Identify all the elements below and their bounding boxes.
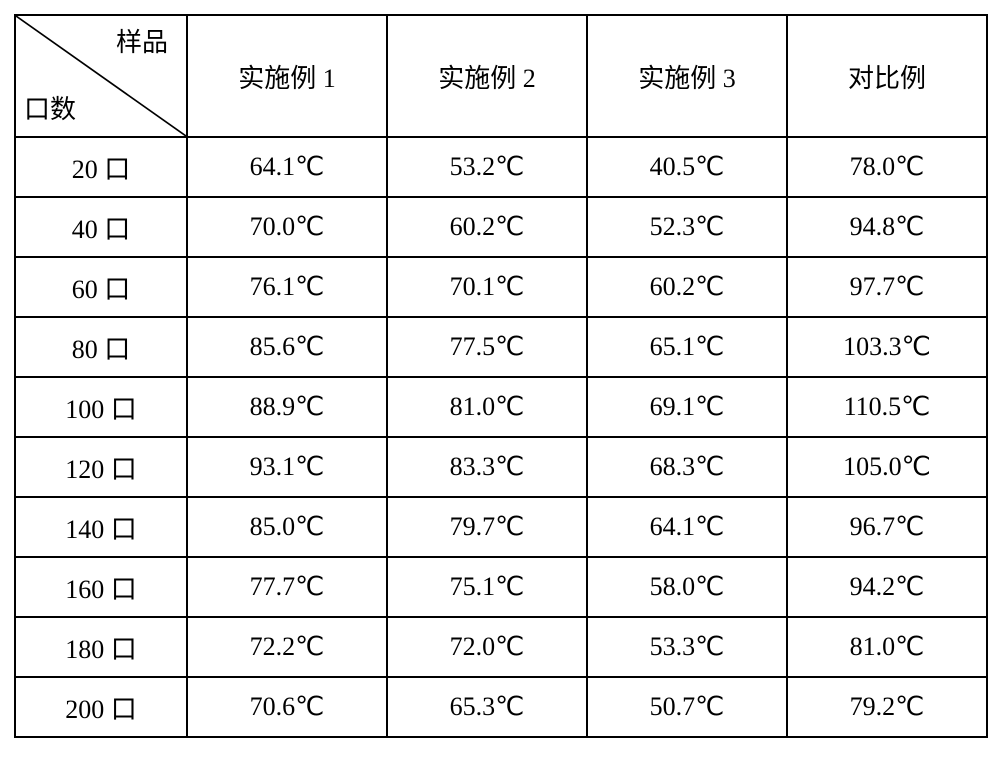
table-cell: 97.7℃	[787, 257, 987, 317]
table-cell: 83.3℃	[387, 437, 587, 497]
column-header: 对比例	[787, 15, 987, 137]
table-cell: 53.2℃	[387, 137, 587, 197]
table-cell: 88.9℃	[187, 377, 387, 437]
column-header: 实施例 3	[587, 15, 787, 137]
row-label: 40 口	[15, 197, 187, 257]
table-cell: 64.1℃	[187, 137, 387, 197]
diag-header-top: 样品	[116, 22, 168, 59]
table-cell: 70.6℃	[187, 677, 387, 737]
table-cell: 79.2℃	[787, 677, 987, 737]
row-label: 140 口	[15, 497, 187, 557]
table-cell: 68.3℃	[587, 437, 787, 497]
table-cell: 94.2℃	[787, 557, 987, 617]
data-table: 样品 口数 实施例 1 实施例 2 实施例 3 对比例 20 口 64.1℃ 5…	[14, 14, 988, 738]
table-cell: 77.5℃	[387, 317, 587, 377]
row-label: 80 口	[15, 317, 187, 377]
table-cell: 75.1℃	[387, 557, 587, 617]
table-cell: 77.7℃	[187, 557, 387, 617]
row-label: 100 口	[15, 377, 187, 437]
table-cell: 53.3℃	[587, 617, 787, 677]
table-cell: 96.7℃	[787, 497, 987, 557]
column-header: 实施例 2	[387, 15, 587, 137]
table-cell: 72.2℃	[187, 617, 387, 677]
row-label: 180 口	[15, 617, 187, 677]
row-label: 20 口	[15, 137, 187, 197]
table-row: 100 口 88.9℃ 81.0℃ 69.1℃ 110.5℃	[15, 377, 987, 437]
table-cell: 64.1℃	[587, 497, 787, 557]
table-cell: 105.0℃	[787, 437, 987, 497]
diag-header-bottom: 口数	[24, 89, 76, 126]
table-cell: 76.1℃	[187, 257, 387, 317]
table-cell: 70.1℃	[387, 257, 587, 317]
table-cell: 58.0℃	[587, 557, 787, 617]
table-cell: 81.0℃	[787, 617, 987, 677]
table-row: 200 口 70.6℃ 65.3℃ 50.7℃ 79.2℃	[15, 677, 987, 737]
table-cell: 65.3℃	[387, 677, 587, 737]
table-cell: 60.2℃	[387, 197, 587, 257]
row-label: 160 口	[15, 557, 187, 617]
table-cell: 50.7℃	[587, 677, 787, 737]
table-cell: 78.0℃	[787, 137, 987, 197]
table-row: 40 口 70.0℃ 60.2℃ 52.3℃ 94.8℃	[15, 197, 987, 257]
row-label: 120 口	[15, 437, 187, 497]
table-cell: 79.7℃	[387, 497, 587, 557]
table-cell: 40.5℃	[587, 137, 787, 197]
table-cell: 69.1℃	[587, 377, 787, 437]
table-row: 20 口 64.1℃ 53.2℃ 40.5℃ 78.0℃	[15, 137, 987, 197]
diagonal-header-cell: 样品 口数	[15, 15, 187, 137]
table-cell: 103.3℃	[787, 317, 987, 377]
table-row: 80 口 85.6℃ 77.5℃ 65.1℃ 103.3℃	[15, 317, 987, 377]
table-row: 140 口 85.0℃ 79.7℃ 64.1℃ 96.7℃	[15, 497, 987, 557]
table-cell: 65.1℃	[587, 317, 787, 377]
table-cell: 72.0℃	[387, 617, 587, 677]
table-cell: 60.2℃	[587, 257, 787, 317]
column-header: 实施例 1	[187, 15, 387, 137]
table-cell: 52.3℃	[587, 197, 787, 257]
row-label: 200 口	[15, 677, 187, 737]
table-row: 60 口 76.1℃ 70.1℃ 60.2℃ 97.7℃	[15, 257, 987, 317]
table-cell: 85.6℃	[187, 317, 387, 377]
table-row: 120 口 93.1℃ 83.3℃ 68.3℃ 105.0℃	[15, 437, 987, 497]
table-row: 180 口 72.2℃ 72.0℃ 53.3℃ 81.0℃	[15, 617, 987, 677]
table-cell: 85.0℃	[187, 497, 387, 557]
table-header-row: 样品 口数 实施例 1 实施例 2 实施例 3 对比例	[15, 15, 987, 137]
table-cell: 93.1℃	[187, 437, 387, 497]
table-cell: 110.5℃	[787, 377, 987, 437]
table-cell: 70.0℃	[187, 197, 387, 257]
table-cell: 81.0℃	[387, 377, 587, 437]
table-row: 160 口 77.7℃ 75.1℃ 58.0℃ 94.2℃	[15, 557, 987, 617]
table-cell: 94.8℃	[787, 197, 987, 257]
row-label: 60 口	[15, 257, 187, 317]
